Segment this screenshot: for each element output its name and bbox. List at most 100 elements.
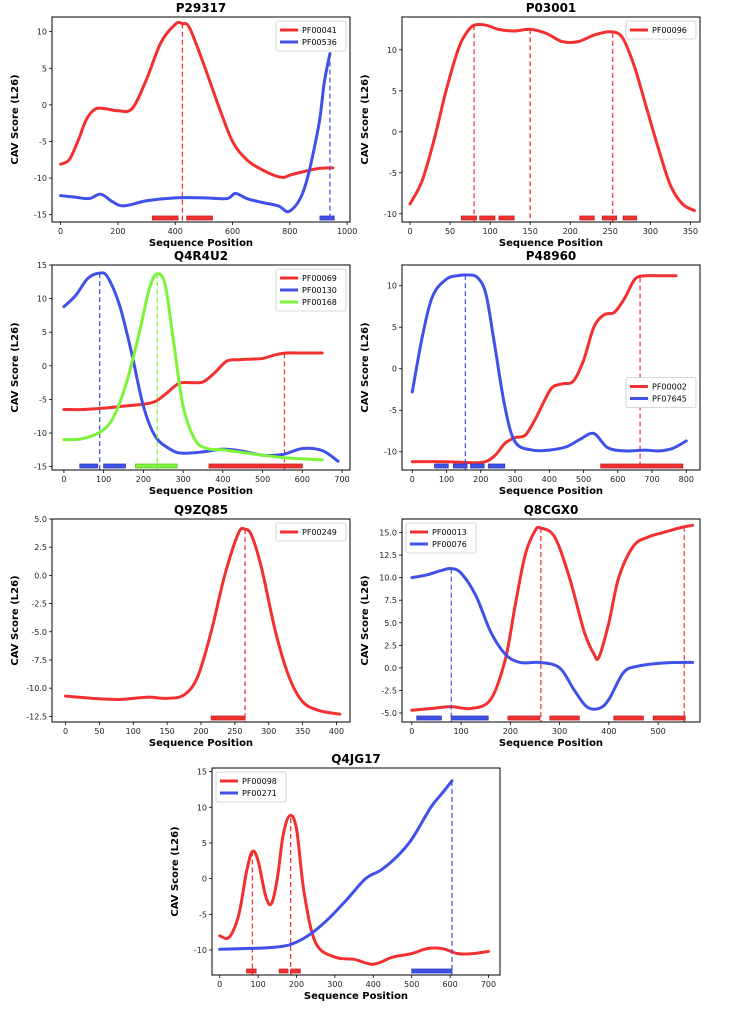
domain-bar-pf00041 xyxy=(151,215,179,221)
x-tick-label: 600 xyxy=(610,475,625,484)
plot-area xyxy=(64,526,342,722)
y-tick-label: 5 xyxy=(202,839,207,848)
y-tick-label: -10 xyxy=(384,210,397,219)
x-tick-label: 500 xyxy=(255,475,270,484)
x-tick-label: 1000 xyxy=(337,227,357,236)
domain-bar-pf00271 xyxy=(411,968,453,974)
plot-frame xyxy=(51,518,351,723)
y-tick-label: 5 xyxy=(392,323,397,332)
series-line-pf00536 xyxy=(59,52,332,214)
domain-bar-pf00098 xyxy=(278,968,289,974)
y-tick-label: 10 xyxy=(387,46,397,55)
x-tick-label: 200 xyxy=(563,227,578,236)
x-tick-label: 400 xyxy=(168,227,183,236)
x-tick-label: 700 xyxy=(644,475,659,484)
x-tick-label: 500 xyxy=(404,980,419,989)
x-tick-label: 500 xyxy=(576,475,591,484)
chart-panel-q8cgx0: Q8CGX0 Sequence Position CAV Score (L26) 0 1… xyxy=(360,503,701,749)
legend-label: PF07645 xyxy=(652,395,687,404)
x-tick-label: 300 xyxy=(552,727,567,736)
y-tick-label: -10.0 xyxy=(26,684,47,693)
domain-bar-pf00168 xyxy=(135,463,178,469)
plot-area xyxy=(410,273,688,470)
x-tick-label: 350 xyxy=(295,727,310,736)
chart-title: Q4R4U2 xyxy=(174,249,228,263)
x-tick-label: 200 xyxy=(193,727,208,736)
plot-frame xyxy=(51,16,351,223)
domain-bar-pf00096 xyxy=(498,215,515,221)
domain-bar-pf00249 xyxy=(210,715,246,721)
y-tick-label: 10 xyxy=(387,282,397,291)
legend: PF00098 PF00271 xyxy=(215,771,287,803)
x-tick-label: 400 xyxy=(329,727,344,736)
y-tick-label: -15 xyxy=(34,463,47,472)
y-tick-label: 0.0 xyxy=(384,664,397,673)
chart-panel-q9zq85: Q9ZQ85 Sequence Position CAV Score (L26) 0 5… xyxy=(10,503,351,749)
x-tick-label: 200 xyxy=(503,727,518,736)
domain-bar-pf00013 xyxy=(652,715,686,721)
plot-frame xyxy=(401,264,701,471)
x-tick-label: 250 xyxy=(603,227,618,236)
x-tick-label: 100 xyxy=(96,475,111,484)
chart-title: Q8CGX0 xyxy=(524,503,579,517)
x-tick-label: 100 xyxy=(126,727,141,736)
plot-area xyxy=(59,21,335,222)
x-tick-label: 600 xyxy=(295,475,310,484)
plot-frame xyxy=(401,16,701,223)
x-tick-label: 100 xyxy=(453,727,468,736)
legend: PF00002 PF07645 xyxy=(625,377,697,408)
domain-bar-pf00076 xyxy=(416,715,442,721)
x-tick-label: 500 xyxy=(650,727,665,736)
domain-bar-pf00013 xyxy=(549,715,580,721)
x-axis-label: Sequence Position xyxy=(149,238,253,249)
legend-label: PF00536 xyxy=(302,38,337,47)
domain-bar-pf07645 xyxy=(470,463,485,469)
y-tick-label: 5 xyxy=(392,87,397,96)
legend-label: PF00130 xyxy=(302,286,337,295)
y-axis-label: CAV Score (L26) xyxy=(170,826,181,916)
x-tick-label: 400 xyxy=(215,475,230,484)
x-tick-label: 100 xyxy=(439,475,454,484)
domain-bar-pf00002 xyxy=(600,463,684,469)
y-tick-label: 0 xyxy=(42,362,47,371)
series-line-pf07645 xyxy=(410,273,688,453)
chart-panel-q4r4u2: Q4R4U2 Sequence Position CAV Score (L26) 0 1… xyxy=(10,249,351,497)
y-tick-label: -5 xyxy=(389,406,397,415)
legend-label: PF00002 xyxy=(652,383,687,392)
legend: PF00096 xyxy=(625,20,697,40)
x-tick-label: 0 xyxy=(58,227,63,236)
y-tick-label: -2.5 xyxy=(381,686,397,695)
x-tick-label: 400 xyxy=(366,980,381,989)
series-line-pf00041 xyxy=(59,21,335,179)
legend: PF00013 PF00076 xyxy=(405,522,477,554)
x-tick-label: 800 xyxy=(679,475,694,484)
legend: PF00249 xyxy=(275,522,347,542)
domain-bar-pf00096 xyxy=(622,215,638,221)
x-tick-label: 0 xyxy=(409,727,414,736)
x-tick-label: 300 xyxy=(261,727,276,736)
legend-label: PF00041 xyxy=(302,26,337,35)
domain-bar-pf07645 xyxy=(434,463,449,469)
series-line-pf00271 xyxy=(218,779,454,951)
x-axis-label: Sequence Position xyxy=(499,486,603,497)
legend-label: PF00076 xyxy=(432,540,467,549)
legend: PF00069 PF00130 PF00168 xyxy=(275,268,347,312)
y-tick-label: 10.0 xyxy=(379,574,397,583)
x-tick-label: 0 xyxy=(217,980,222,989)
y-tick-label: -5 xyxy=(199,910,207,919)
plot-area xyxy=(218,779,490,975)
x-tick-label: 200 xyxy=(473,475,488,484)
x-tick-label: 0 xyxy=(407,227,412,236)
domain-bar-pf07645 xyxy=(452,463,468,469)
x-tick-label: 300 xyxy=(507,475,522,484)
y-tick-label: 0 xyxy=(202,875,207,884)
y-tick-label: 2.5 xyxy=(384,641,397,650)
x-tick-label: 700 xyxy=(481,980,496,989)
x-tick-label: 150 xyxy=(523,227,538,236)
x-tick-label: 200 xyxy=(289,980,304,989)
series-line-pf00002 xyxy=(410,274,678,465)
y-tick-label: 5 xyxy=(42,328,47,337)
x-tick-label: 600 xyxy=(442,980,457,989)
plot-frame xyxy=(211,767,501,976)
y-tick-label: 7.5 xyxy=(384,596,397,605)
